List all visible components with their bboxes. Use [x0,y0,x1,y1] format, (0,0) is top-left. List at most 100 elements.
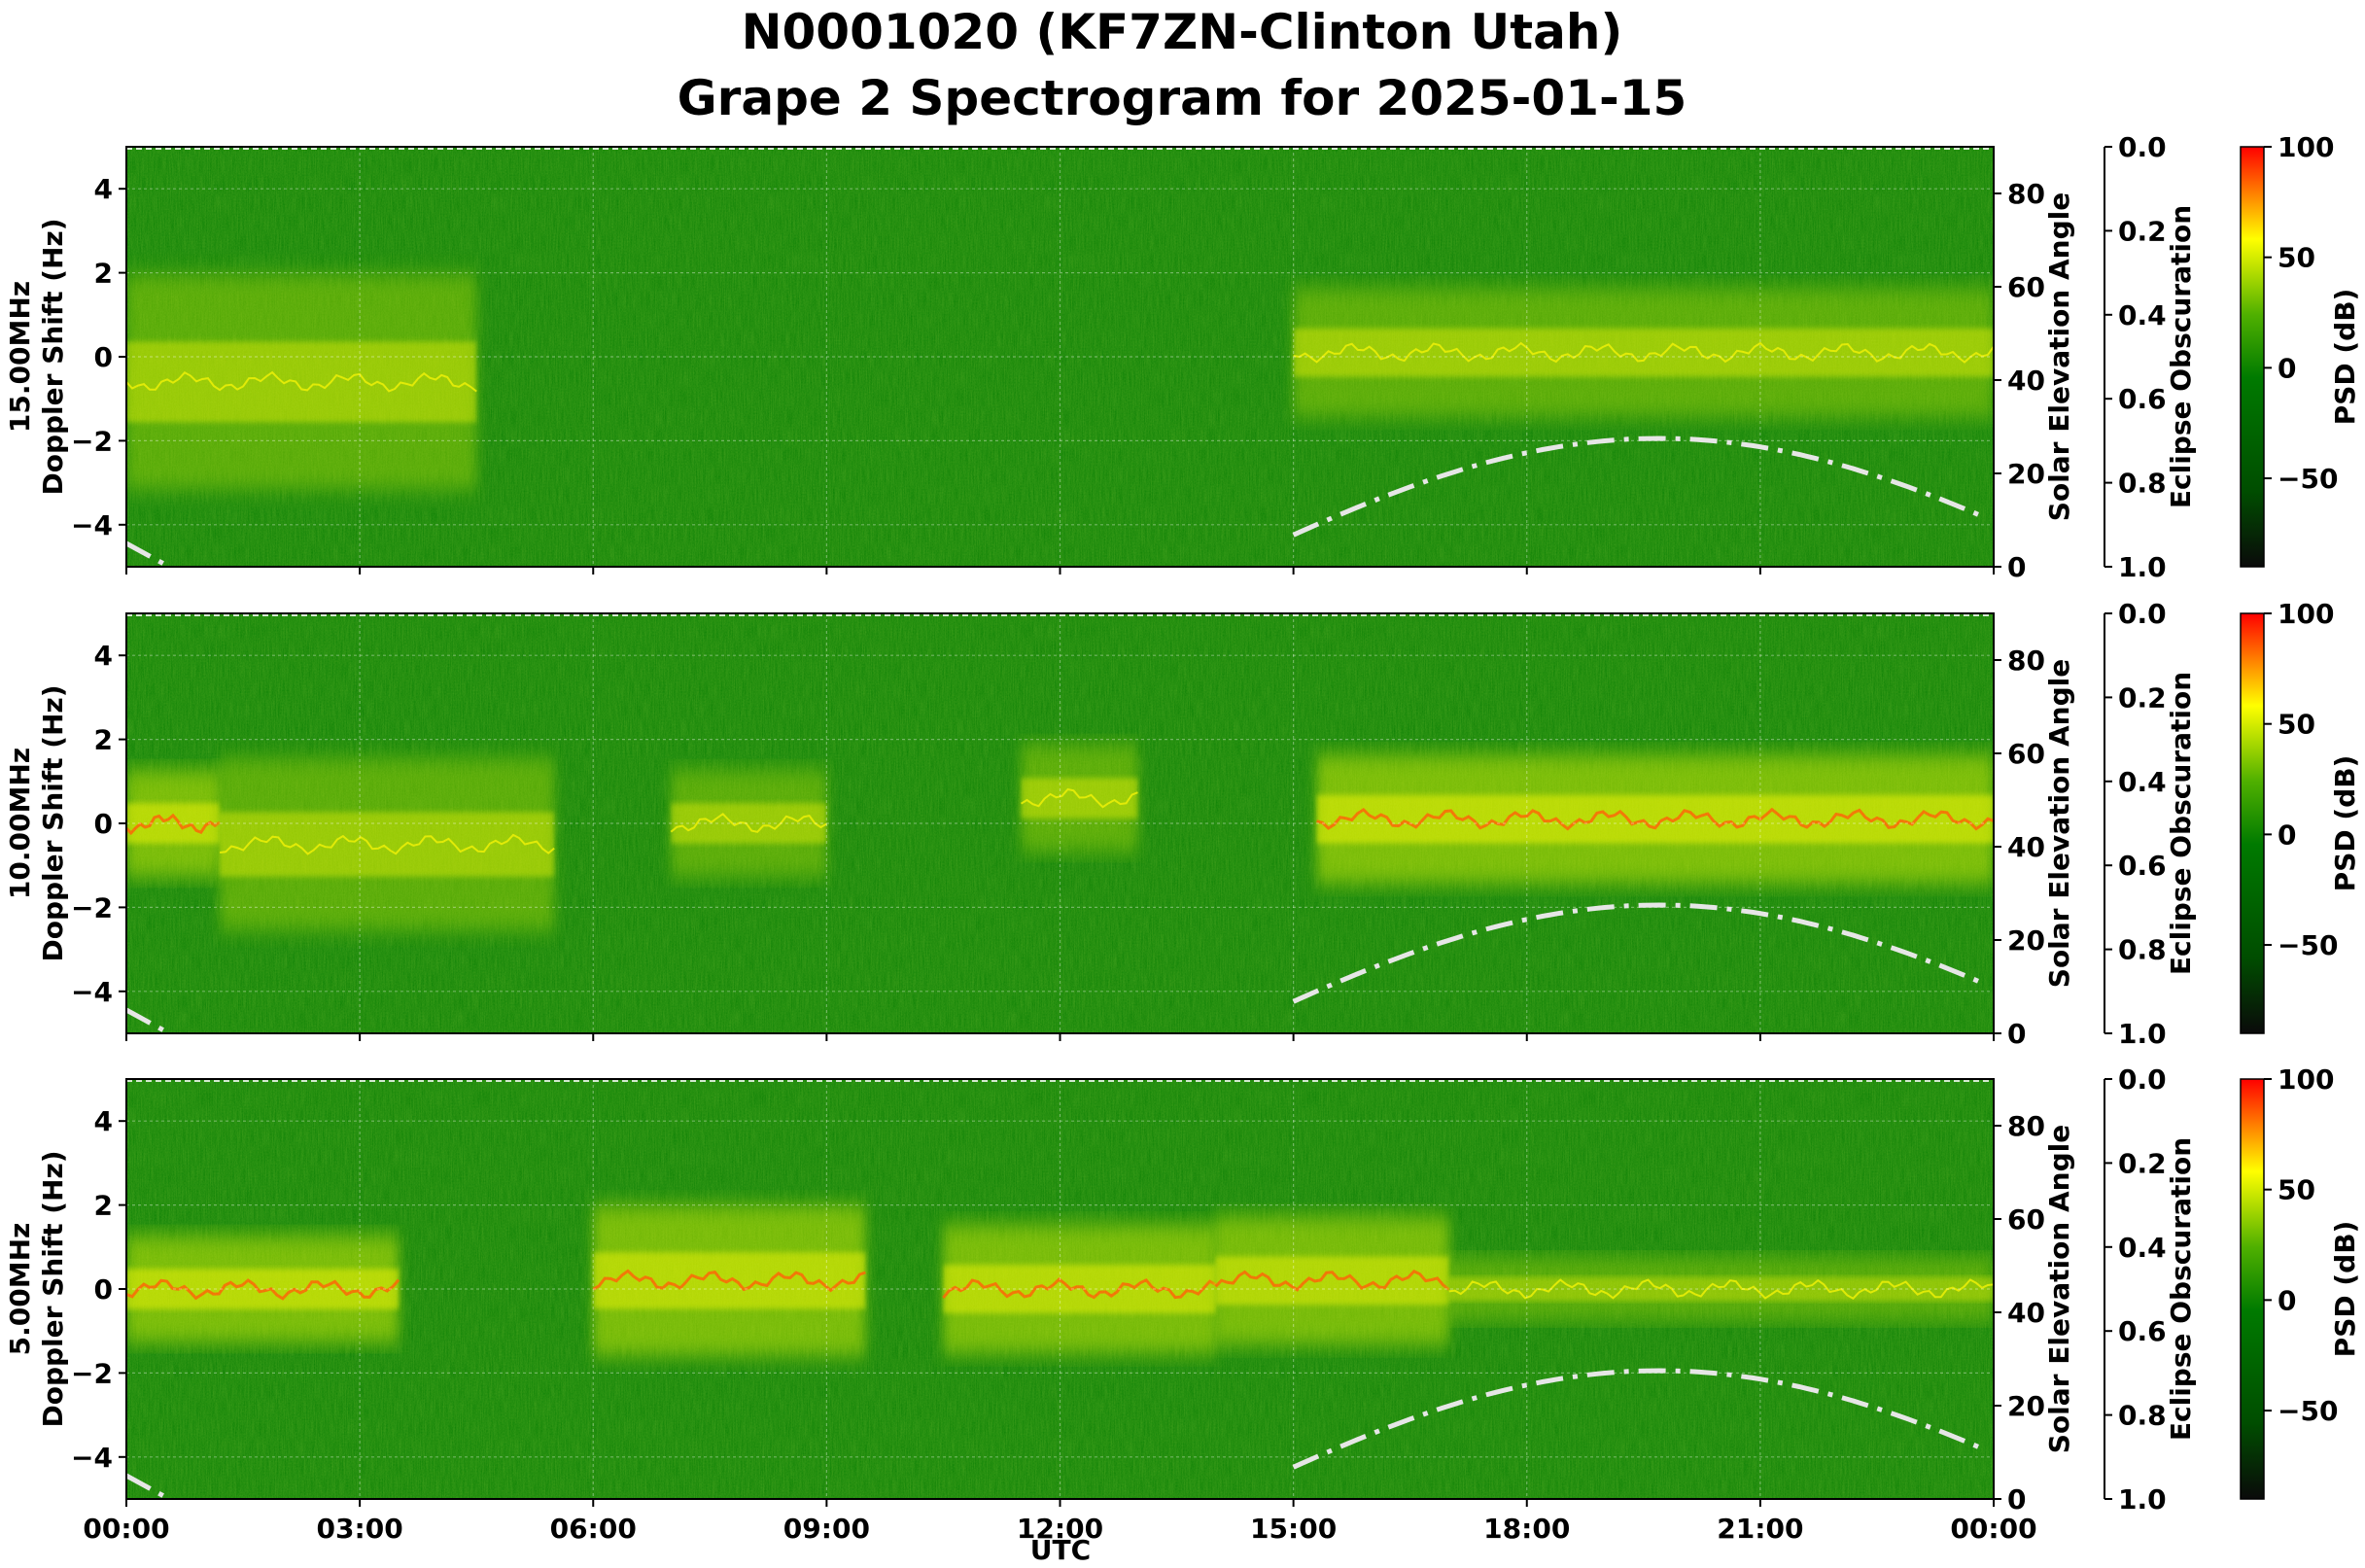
y-tick-label: 4 [94,640,113,672]
y-tick-label: 0 [94,341,113,373]
eclipse-tick-label: 0.2 [2118,215,2167,247]
colorbar-tick-label: 50 [2278,242,2315,274]
y-tick-label: 2 [94,724,113,756]
colorbar-tick-label: 100 [2278,598,2334,630]
elevation-tick-label: 80 [2007,1110,2045,1142]
elevation-tick-label: 60 [2007,271,2045,303]
x-tick-label: 00:00 [83,1513,169,1545]
colorbar [2240,146,2265,568]
eclipse-tick-label: 0.0 [2118,131,2167,163]
colorbar-tick-label: 50 [2278,1174,2315,1206]
y-tick-label: −4 [71,1442,113,1474]
eclipse-tick-label: 1.0 [2118,1018,2167,1050]
colorbar-label: PSD (dB) [2329,289,2361,426]
eclipse-tick-label: 0.4 [2118,1232,2167,1264]
elevation-tick-label: 20 [2007,924,2045,957]
panel-frequency-label: 15.00MHz [4,281,36,433]
eclipse-tick-label: 0.4 [2118,299,2167,331]
eclipse-tick-label: 0.8 [2118,934,2167,966]
eclipse-tick-label: 1.0 [2118,551,2167,583]
elevation-tick-label: 40 [2007,1297,2045,1329]
panel-frequency-label: 10.00MHz [4,748,36,899]
eclipse-tick-label: 0.6 [2118,1315,2167,1347]
x-tick-label: 09:00 [783,1513,870,1545]
colorbar-tick-label: −50 [2278,463,2338,495]
y-axis-label: Doppler Shift (Hz) [37,684,69,961]
y-tick-label: 4 [94,1105,113,1137]
eclipse-tick-label: 0.2 [2118,681,2167,714]
x-tick-label: 00:00 [1950,1513,2036,1545]
colorbar-label: PSD (dB) [2329,755,2361,892]
x-tick-label: 03:00 [317,1513,403,1545]
elevation-axis-label: Solar Elevation Angle [2043,659,2075,988]
colorbar [2240,1078,2265,1500]
eclipse-tick-label: 0.6 [2118,383,2167,415]
y-tick-label: −2 [71,425,113,457]
elevation-tick-label: 0 [2007,1483,2026,1516]
elevation-axis-label: Solar Elevation Angle [2043,192,2075,521]
elevation-tick-label: 80 [2007,178,2045,210]
title-line-1: N0001020 (KF7ZN-Clinton Utah) [742,4,1623,60]
panel-frequency-label: 5.00MHz [4,1223,36,1356]
eclipse-tick-label: 0.0 [2118,1063,2167,1096]
y-axis-label: Doppler Shift (Hz) [37,218,69,495]
y-tick-label: −2 [71,1357,113,1389]
x-tick-label: 18:00 [1483,1513,1570,1545]
spectrogram-plot-area [126,1079,1994,1499]
panel-15mhz: −4 −2 0 2 4 15.00MHz Doppler Shift (Hz) 0 20 40 60… [4,131,2361,583]
elevation-tick-label: 20 [2007,1390,2045,1422]
spectrogram-plot-area [126,147,1994,567]
colorbar-tick-label: 100 [2278,131,2334,163]
elevation-axis-label: Solar Elevation Angle [2043,1125,2075,1453]
panel-10mhz: −4 −2 0 2 4 10.00MHz Doppler Shift (Hz) 0 20 40 60… [4,598,2361,1050]
x-tick-label: 06:00 [550,1513,637,1545]
elevation-tick-label: 60 [2007,1203,2045,1236]
y-tick-label: 2 [94,258,113,290]
eclipse-tick-label: 0.4 [2118,766,2167,798]
colorbar-tick-label: 0 [2278,819,2296,851]
colorbar-tick-label: 100 [2278,1063,2334,1096]
elevation-tick-label: 0 [2007,1018,2026,1050]
colorbar-tick-label: 0 [2278,352,2296,384]
spectrogram-speckle [126,613,1994,1033]
y-axis-label: Doppler Shift (Hz) [37,1150,69,1427]
title-line-2: Grape 2 Spectrogram for 2025-01-15 [678,70,1687,126]
y-tick-label: −2 [71,891,113,923]
y-tick-label: −4 [71,509,113,541]
y-tick-label: 0 [94,808,113,840]
panel-5mhz: −4 −2 0 2 4 5.00MHz Doppler Shift (Hz) 0 20 40 60 8… [4,1063,2361,1545]
spectrogram-speckle [126,1079,1994,1499]
colorbar-tick-label: 0 [2278,1284,2296,1316]
x-tick-label: 12:00 [1017,1513,1103,1545]
eclipse-tick-label: 0.8 [2118,468,2167,500]
eclipse-tick-label: 1.0 [2118,1483,2167,1516]
x-tick-label: 21:00 [1717,1513,1803,1545]
y-tick-label: −4 [71,976,113,1008]
x-tick-label: 15:00 [1250,1513,1337,1545]
elevation-tick-label: 20 [2007,458,2045,490]
colorbar-tick-label: 50 [2278,709,2315,741]
colorbar-tick-label: −50 [2278,929,2338,961]
eclipse-axis-label: Eclipse Obscuration [2165,1137,2197,1441]
spectrogram-speckle [126,147,1994,567]
y-tick-label: 2 [94,1190,113,1222]
eclipse-axis-label: Eclipse Obscuration [2165,205,2197,508]
colorbar-tick-label: −50 [2278,1395,2338,1427]
eclipse-tick-label: 0.8 [2118,1400,2167,1432]
y-tick-label: 4 [94,173,113,205]
spectrogram-plot-area [126,613,1994,1033]
elevation-tick-label: 40 [2007,365,2045,397]
eclipse-tick-label: 0.0 [2118,598,2167,630]
solar-elevation-curve [126,436,1987,567]
colorbar [2240,612,2265,1034]
elevation-tick-label: 40 [2007,831,2045,863]
eclipse-tick-label: 0.2 [2118,1147,2167,1179]
elevation-tick-label: 80 [2007,645,2045,677]
eclipse-axis-label: Eclipse Obscuration [2165,672,2197,975]
solar-elevation-curve [126,902,1987,1033]
elevation-tick-label: 0 [2007,551,2026,583]
solar-elevation-curve [126,1368,1987,1499]
x-axis-label: UTC [1030,1534,1091,1566]
elevation-tick-label: 60 [2007,738,2045,770]
